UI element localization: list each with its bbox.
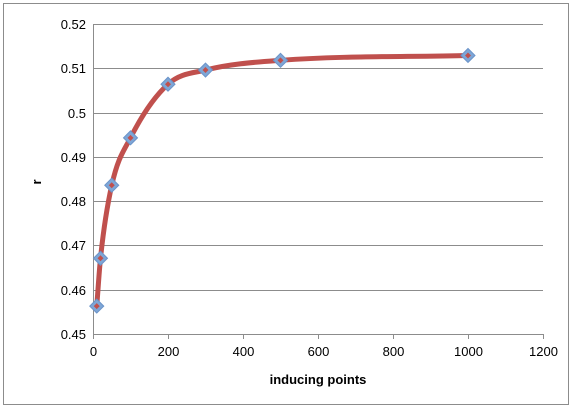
y-tick-label: 0.49 (61, 150, 86, 165)
y-axis-title: r (29, 179, 44, 184)
x-tick-label: 1000 (454, 344, 483, 359)
x-tick-label: 0 (90, 344, 97, 359)
y-tick-label: 0.46 (61, 283, 86, 298)
axes (93, 24, 544, 339)
y-tick-label: 0.5 (68, 106, 86, 121)
markers (89, 47, 476, 314)
y-tick-label: 0.45 (61, 327, 86, 342)
data-point-core (202, 67, 209, 74)
data-point-core (165, 81, 171, 88)
x-tick-label: 400 (233, 344, 255, 359)
gridlines (93, 24, 543, 291)
data-point-core (93, 303, 100, 310)
data-point-core (127, 134, 134, 141)
y-tick-label: 0.52 (61, 17, 86, 32)
x-tick-labels: 0 200 400 600 800 1000 1200 (90, 344, 558, 359)
data-point-core (97, 255, 104, 262)
x-tick-label: 600 (308, 344, 330, 359)
series (94, 52, 471, 309)
x-tick-label: 200 (158, 344, 180, 359)
data-point-core (465, 52, 471, 59)
y-tick-label: 0.47 (61, 238, 86, 253)
x-tick-label: 800 (383, 344, 405, 359)
x-tick-label: 1200 (529, 344, 558, 359)
y-tick-label: 0.48 (61, 194, 86, 209)
series-line (94, 52, 471, 309)
data-point-core (108, 182, 115, 189)
chart-frame (3, 3, 569, 405)
y-tick-label: 0.51 (61, 61, 86, 76)
x-axis-title: inducing points (270, 372, 367, 387)
data-point-core (277, 57, 284, 64)
y-tick-labels: 0.45 0.46 0.47 0.48 0.49 0.5 0.51 0.52 (61, 17, 86, 342)
